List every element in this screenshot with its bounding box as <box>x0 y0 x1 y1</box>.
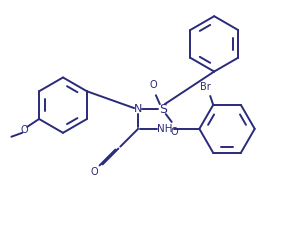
Text: O: O <box>20 125 28 135</box>
Text: O: O <box>149 80 157 90</box>
Text: O: O <box>91 167 98 177</box>
Text: S: S <box>159 103 167 116</box>
Text: N: N <box>134 104 142 114</box>
Text: O: O <box>171 127 178 137</box>
Text: Br: Br <box>200 82 211 92</box>
Text: NH: NH <box>157 124 173 134</box>
